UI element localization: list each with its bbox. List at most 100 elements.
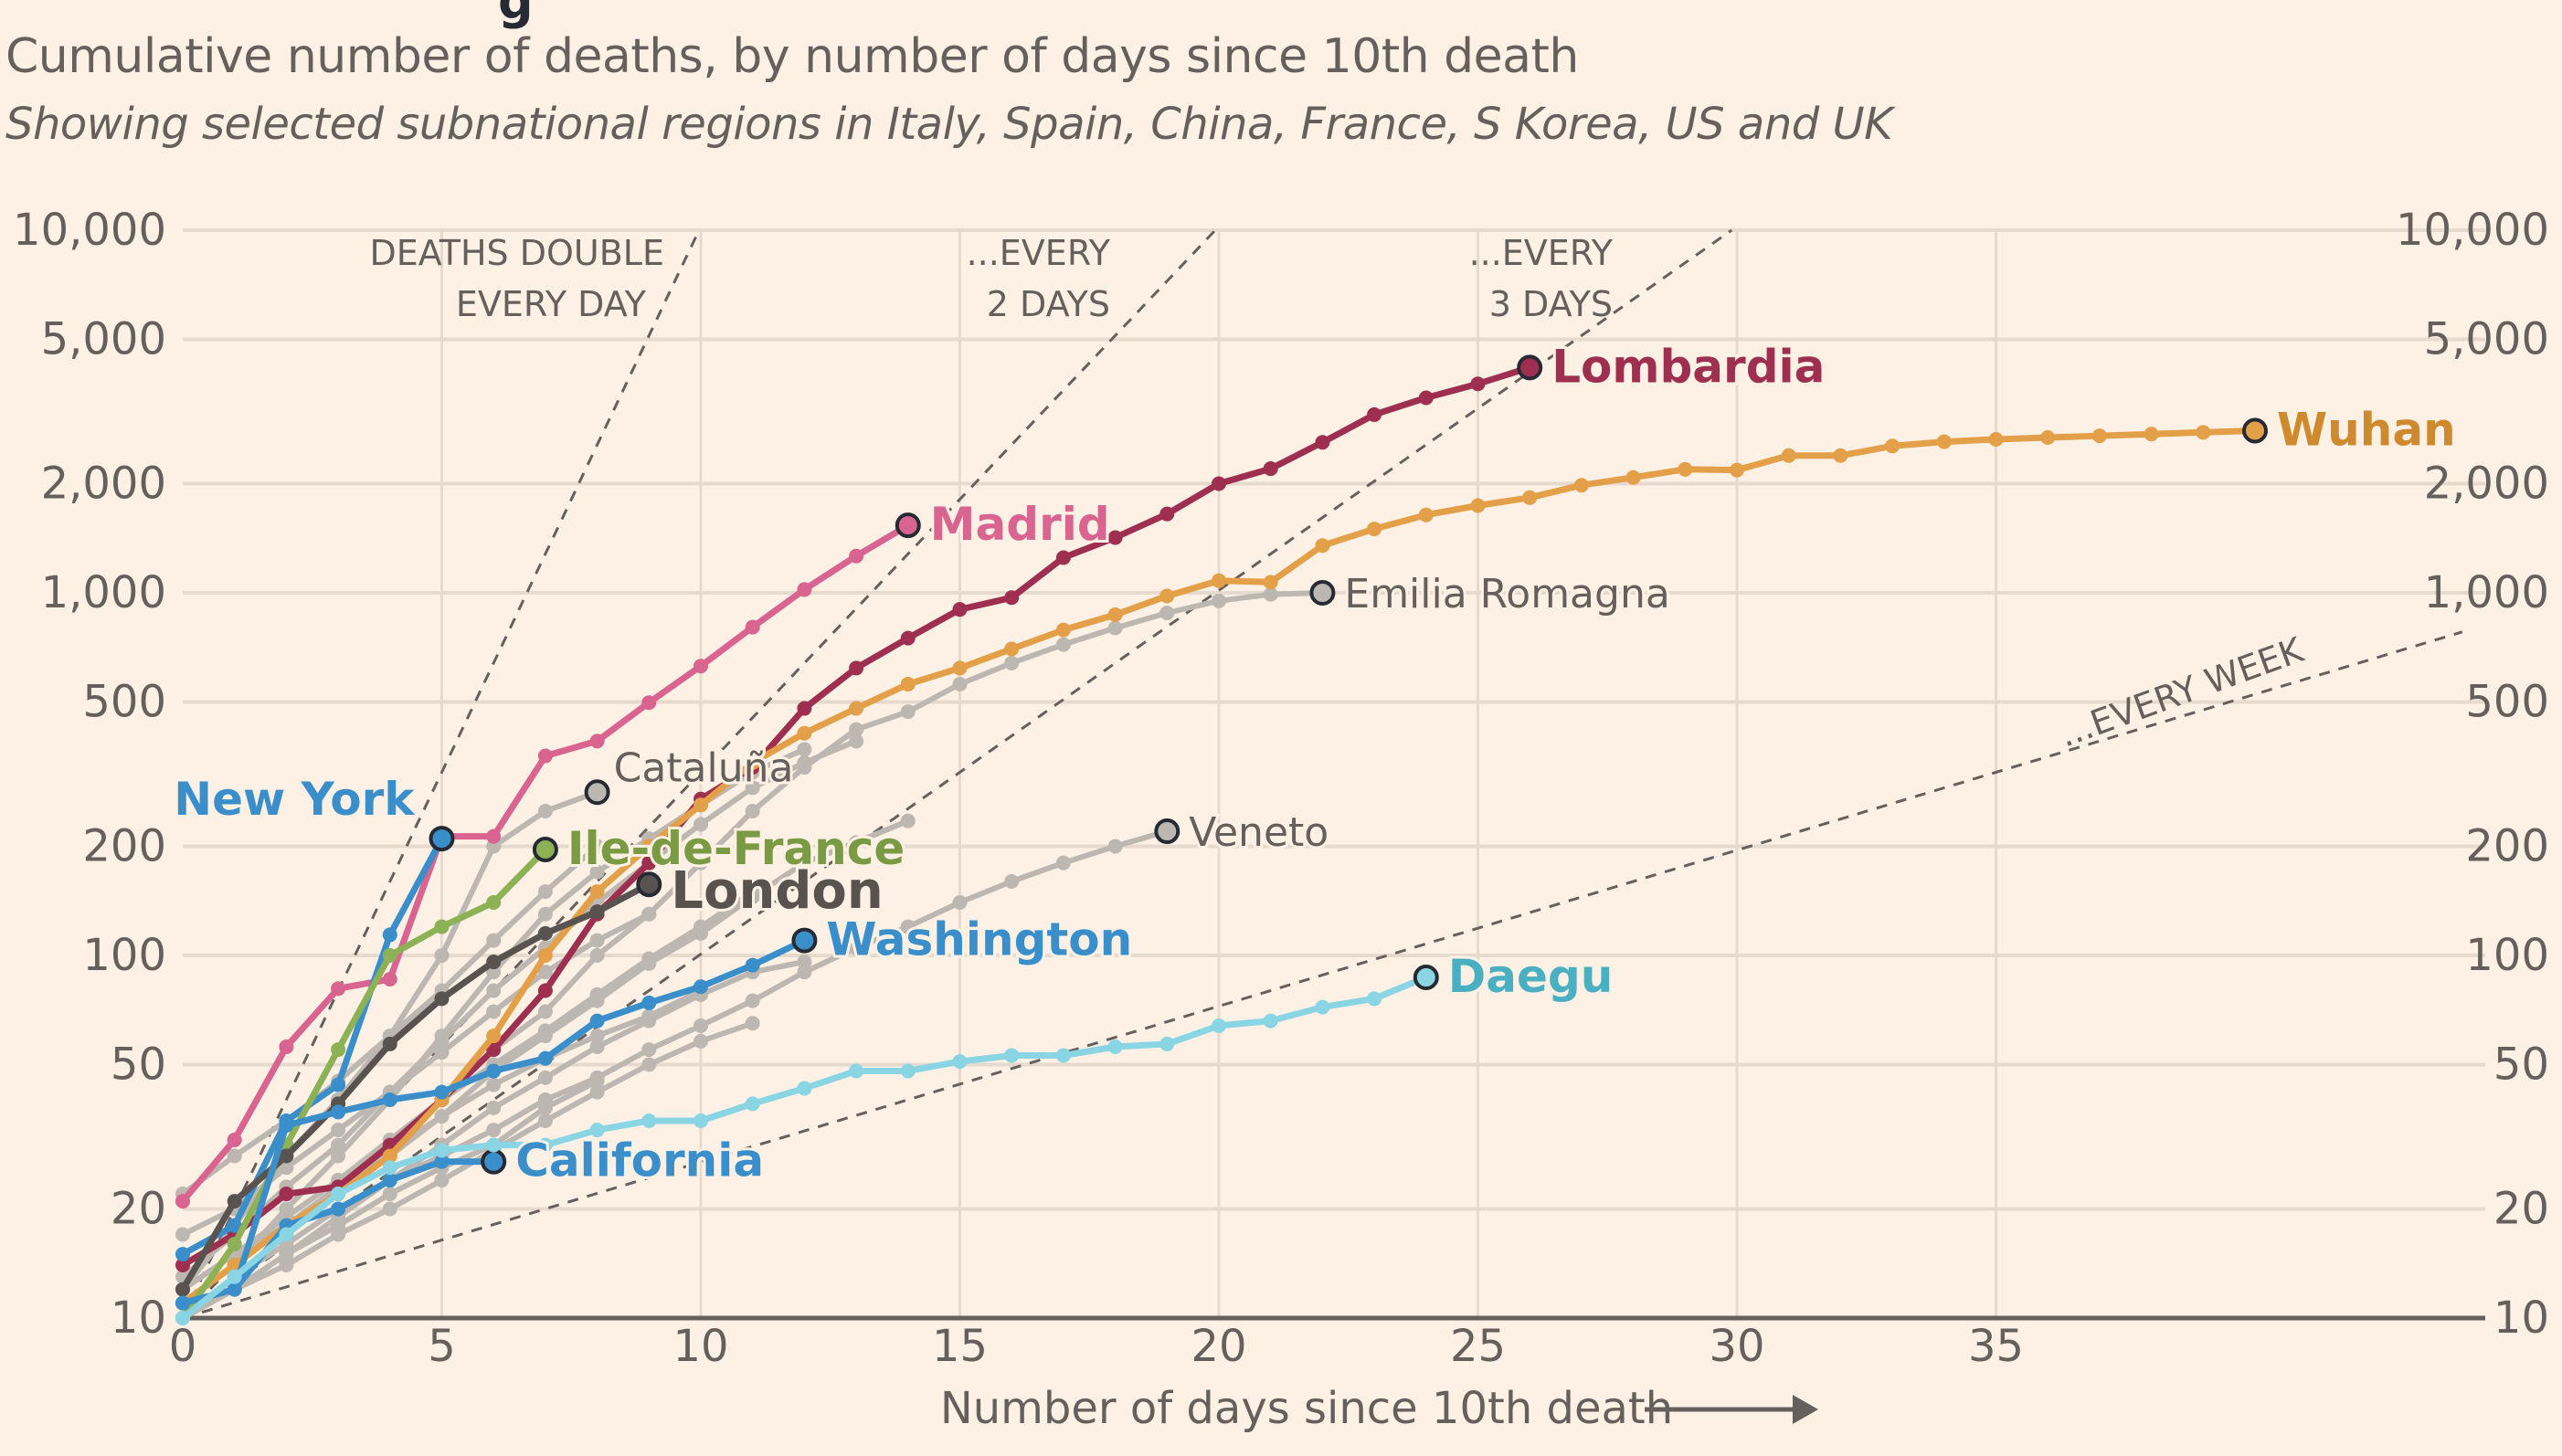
data-point <box>589 948 605 963</box>
y-tick-label-right: 20 <box>2493 1183 2549 1234</box>
data-point <box>1159 588 1175 604</box>
data-point <box>1055 550 1071 565</box>
data-point <box>486 965 502 980</box>
chart-description: Showing selected subnational regions in … <box>5 99 1893 150</box>
data-point <box>1212 573 1226 588</box>
series-line <box>180 974 1428 1321</box>
data-point <box>1418 390 1434 406</box>
data-point <box>900 1063 916 1079</box>
data-point <box>1263 575 1278 590</box>
data-point <box>589 1029 605 1044</box>
series-label-california: California <box>515 1134 764 1187</box>
data-point <box>434 1033 450 1049</box>
data-point <box>693 1113 708 1129</box>
series-label-veneto: Veneto <box>1189 809 1329 856</box>
data-point <box>537 884 553 900</box>
data-point <box>1367 522 1382 537</box>
data-point <box>641 695 657 711</box>
y-tick-label-right: 2,000 <box>2424 458 2549 509</box>
data-point <box>1212 593 1226 608</box>
series-label-new-york: New York <box>174 773 416 826</box>
series-group <box>175 354 2268 1325</box>
data-point <box>693 817 708 832</box>
data-point <box>952 894 968 910</box>
data-point <box>1159 1036 1175 1051</box>
series-endpoint <box>584 779 610 806</box>
data-point <box>641 951 657 966</box>
data-point <box>486 1029 502 1044</box>
data-point <box>589 884 605 900</box>
data-point <box>537 1070 553 1085</box>
y-tick-label-right: 50 <box>2493 1039 2549 1091</box>
data-point <box>1055 622 1071 638</box>
chart-title-partial: g <box>498 0 534 30</box>
data-point <box>279 1148 294 1164</box>
data-point <box>693 1018 708 1033</box>
data-point <box>1263 461 1278 477</box>
data-point <box>1367 406 1382 422</box>
reference-label-doubling-1-day: EVERY DAY <box>456 284 647 324</box>
data-point <box>745 957 760 973</box>
y-tick-label-left: 200 <box>82 820 166 871</box>
data-point <box>331 1077 346 1092</box>
data-point <box>486 1042 502 1058</box>
y-tick-label-left: 100 <box>82 930 166 981</box>
data-point <box>589 864 605 880</box>
data-point <box>227 1148 242 1164</box>
y-tick-label-right: 100 <box>2465 930 2549 981</box>
data-point <box>1212 1018 1226 1033</box>
data-point <box>1315 435 1330 450</box>
data-point <box>900 630 916 646</box>
series-endpoint <box>481 1148 507 1175</box>
series-label-wuhan: Wuhan <box>2277 403 2456 456</box>
data-point <box>849 660 864 676</box>
x-axis-arrow-head <box>1793 1395 1818 1424</box>
series-line <box>181 738 858 1280</box>
data-point <box>1573 478 1589 493</box>
y-tick-label-right: 1,000 <box>2424 567 2549 618</box>
data-point <box>434 1154 450 1169</box>
data-point <box>331 1042 346 1058</box>
data-point <box>537 1137 553 1153</box>
data-point <box>849 722 864 737</box>
data-point <box>2091 428 2107 444</box>
data-point <box>797 955 812 970</box>
chart-subtitle: Cumulative number of deaths, by number o… <box>5 29 1579 84</box>
y-tick-label-left: 500 <box>82 677 166 728</box>
data-point <box>797 965 812 980</box>
data-point <box>1522 490 1538 505</box>
data-point <box>537 906 553 922</box>
data-point <box>382 1160 397 1176</box>
data-point <box>745 884 760 900</box>
data-point <box>849 1063 864 1079</box>
data-point <box>1367 991 1382 1007</box>
data-point <box>849 940 864 955</box>
y-tick-label-left: 2,000 <box>41 458 166 509</box>
x-tick-label: 20 <box>1191 1321 1246 1372</box>
data-point <box>641 839 657 854</box>
data-point <box>486 1077 502 1092</box>
data-point <box>1055 855 1071 870</box>
reference-label-doubling-week: ...EVERY WEEK <box>2054 629 2309 754</box>
series-label-daegu: Daegu <box>1448 950 1614 1003</box>
reference-line-doubling-3-days <box>182 228 1733 1320</box>
series-endpoint <box>895 512 921 539</box>
y-tick-label-right: 10,000 <box>2396 205 2549 256</box>
data-point <box>900 704 916 720</box>
data-point <box>745 993 760 1008</box>
data-point <box>745 619 760 635</box>
data-point <box>486 1004 502 1019</box>
series-line <box>179 881 651 1292</box>
data-point <box>175 1257 190 1272</box>
y-tick-label-right: 200 <box>2465 820 2549 871</box>
data-point <box>641 1057 657 1072</box>
data-point <box>849 548 864 564</box>
data-point <box>589 1073 605 1089</box>
data-point <box>434 1045 450 1060</box>
data-point <box>1315 999 1330 1015</box>
data-point <box>589 1039 605 1054</box>
data-point <box>589 1123 605 1138</box>
series-wuhan <box>175 417 2268 1311</box>
data-point <box>537 1023 553 1039</box>
y-tick-label-left: 5,000 <box>41 314 166 365</box>
